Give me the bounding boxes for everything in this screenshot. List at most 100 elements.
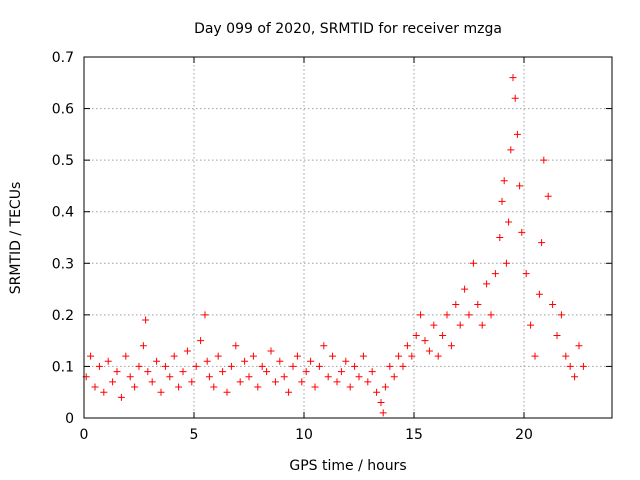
data-point-marker xyxy=(214,352,222,360)
data-point-marker xyxy=(153,357,161,365)
data-point-marker xyxy=(544,192,552,200)
data-point-marker xyxy=(535,290,543,298)
data-point-marker xyxy=(505,218,513,226)
data-point-marker xyxy=(241,357,249,365)
data-point-marker xyxy=(498,197,506,205)
data-point-marker xyxy=(417,311,425,319)
data-point-marker xyxy=(538,239,546,247)
data-point-marker xyxy=(452,301,460,309)
data-point-marker xyxy=(500,177,508,185)
data-point-marker xyxy=(307,357,315,365)
data-point-marker xyxy=(373,388,381,396)
data-point-marker xyxy=(351,362,359,370)
data-point-marker xyxy=(443,311,451,319)
data-point-marker xyxy=(562,352,570,360)
y-tick-label: 0.4 xyxy=(52,205,74,221)
y-tick-label: 0.1 xyxy=(52,359,74,375)
data-point-marker xyxy=(276,357,284,365)
data-point-marker xyxy=(249,352,257,360)
data-point-marker xyxy=(483,280,491,288)
data-point-marker xyxy=(245,373,253,381)
data-point-marker xyxy=(293,352,301,360)
data-point-marker xyxy=(509,74,517,82)
data-point-marker xyxy=(131,383,139,391)
data-point-marker xyxy=(346,383,354,391)
data-point-marker xyxy=(203,357,211,365)
data-point-marker xyxy=(100,388,108,396)
data-point-marker xyxy=(575,342,583,350)
data-point-marker xyxy=(289,362,297,370)
data-point-marker xyxy=(232,342,240,350)
data-point-marker xyxy=(474,301,482,309)
data-point-marker xyxy=(227,362,235,370)
y-tick-label: 0 xyxy=(65,411,74,427)
data-point-marker xyxy=(447,342,455,350)
data-point-marker xyxy=(95,362,103,370)
data-point-marker xyxy=(104,357,112,365)
data-point-marker xyxy=(91,383,99,391)
y-axis-label: SRMTID / TECUs xyxy=(8,182,24,295)
data-point-marker xyxy=(285,388,293,396)
data-point-marker xyxy=(280,373,288,381)
data-point-marker xyxy=(496,234,504,241)
data-point-marker xyxy=(379,409,387,417)
y-tick-label: 0.2 xyxy=(52,308,74,324)
y-tick-label: 0.3 xyxy=(52,256,74,272)
data-point-marker xyxy=(491,270,499,278)
y-tick-label: 0.7 xyxy=(52,50,74,66)
data-point-marker xyxy=(540,156,548,164)
data-point-marker xyxy=(166,373,174,381)
data-point-marker xyxy=(390,373,398,381)
data-point-marker xyxy=(412,331,420,339)
data-point-marker xyxy=(298,378,306,386)
data-point-marker xyxy=(421,337,429,345)
data-point-marker xyxy=(324,373,332,381)
data-point-marker xyxy=(386,362,394,370)
data-point-marker xyxy=(148,378,156,386)
chart-title: Day 099 of 2020, SRMTID for receiver mzg… xyxy=(194,21,502,37)
data-point-marker xyxy=(516,182,524,190)
x-tick-label: 0 xyxy=(80,427,89,443)
data-point-marker xyxy=(210,383,218,391)
data-point-marker xyxy=(465,311,473,319)
data-point-marker xyxy=(142,316,150,324)
data-point-marker xyxy=(333,378,341,386)
data-point-marker xyxy=(113,368,121,376)
data-point-marker xyxy=(359,352,367,360)
y-tick-labels: 0 0.1 0.2 0.3 0.4 0.5 0.6 0.7 xyxy=(52,50,74,427)
data-point-marker xyxy=(126,373,134,381)
data-point-marker xyxy=(271,378,279,386)
data-point-marker xyxy=(408,352,416,360)
data-point-marker xyxy=(188,378,196,386)
data-points xyxy=(82,74,587,417)
data-point-marker xyxy=(518,228,526,236)
data-point-marker xyxy=(329,352,337,360)
data-point-marker xyxy=(183,347,191,355)
data-point-marker xyxy=(502,259,510,267)
data-point-marker xyxy=(139,342,147,350)
data-point-marker xyxy=(439,331,447,339)
data-point-marker xyxy=(263,368,271,376)
data-point-marker xyxy=(527,321,535,329)
data-point-marker xyxy=(478,321,486,329)
data-point-marker xyxy=(170,352,178,360)
data-point-marker xyxy=(258,362,266,370)
data-point-marker xyxy=(302,368,310,376)
plot-frame xyxy=(83,56,613,419)
data-point-marker xyxy=(117,393,125,401)
data-point-marker xyxy=(487,311,495,319)
data-point-marker xyxy=(254,383,262,391)
y-tick-label: 0.6 xyxy=(52,102,74,118)
data-point-marker xyxy=(513,130,521,138)
data-point-marker xyxy=(320,342,328,350)
data-point-marker xyxy=(377,399,385,407)
data-point-marker xyxy=(403,342,411,350)
data-point-marker xyxy=(315,362,323,370)
data-point-marker xyxy=(201,311,209,319)
data-point-marker xyxy=(355,373,363,381)
x-tick-label: 15 xyxy=(405,427,423,443)
data-point-marker xyxy=(223,388,231,396)
data-point-marker xyxy=(531,352,539,360)
